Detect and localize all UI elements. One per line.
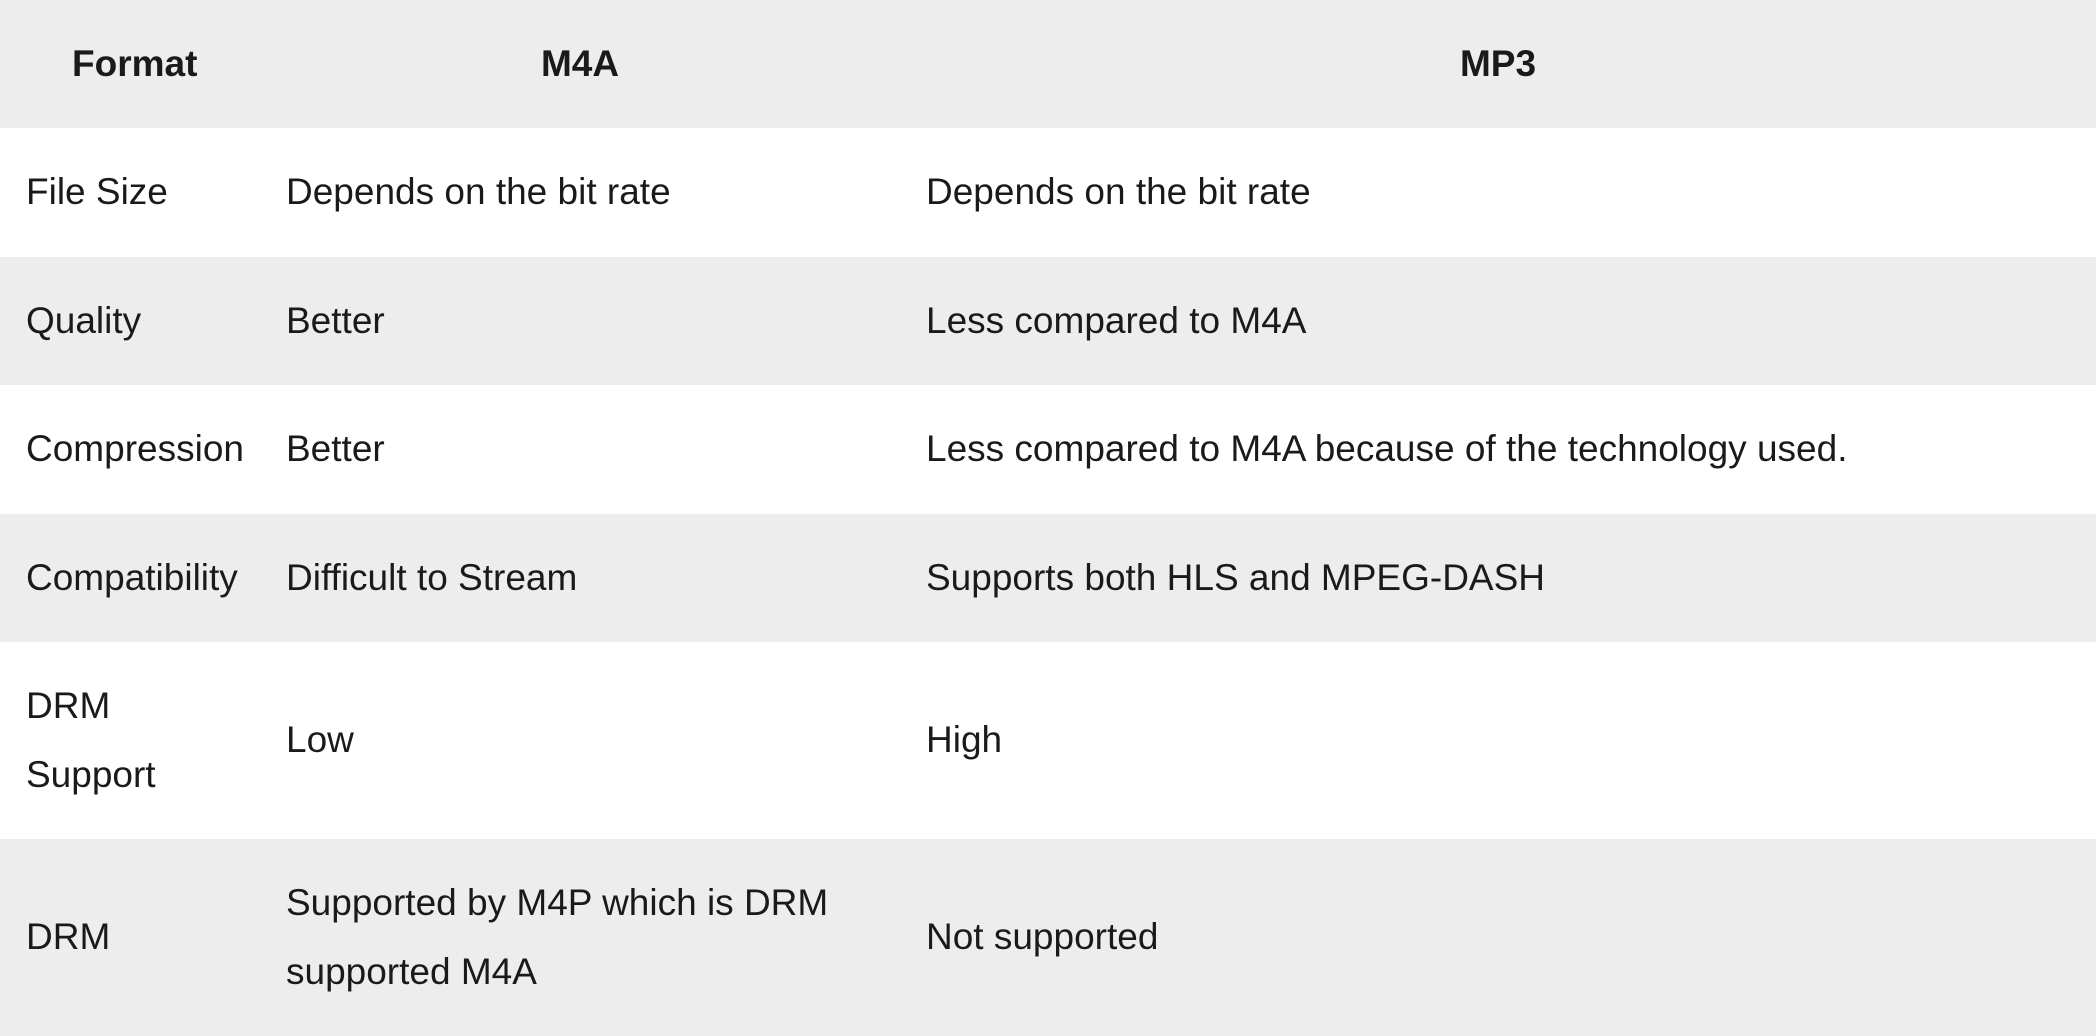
- table-row: File Size Depends on the bit rate Depend…: [0, 128, 2096, 256]
- row-label: Compatibility: [0, 514, 260, 642]
- table-header-row: Format M4A MP3: [0, 0, 2096, 128]
- table-row: DRM Supported by M4P which is DRM suppor…: [0, 839, 2096, 1036]
- row-label: DRM: [0, 839, 260, 1036]
- cell-mp3: High: [900, 642, 2096, 839]
- cell-m4a: Better: [260, 257, 900, 385]
- cell-m4a: Difficult to Stream: [260, 514, 900, 642]
- table-row: Compatibility Difficult to Stream Suppor…: [0, 514, 2096, 642]
- row-label: Compression: [0, 385, 260, 513]
- col-header-format: Format: [0, 0, 260, 128]
- cell-mp3: Supports both HLS and MPEG-DASH: [900, 514, 2096, 642]
- table-row: Quality Better Less compared to M4A: [0, 257, 2096, 385]
- cell-m4a: Low: [260, 642, 900, 839]
- col-header-m4a: M4A: [260, 0, 900, 128]
- cell-mp3: Not supported: [900, 839, 2096, 1036]
- cell-m4a: Better: [260, 385, 900, 513]
- row-label: DRM Support: [0, 642, 260, 839]
- row-label: File Size: [0, 128, 260, 256]
- cell-mp3: Less compared to M4A: [900, 257, 2096, 385]
- row-label: Quality: [0, 257, 260, 385]
- cell-mp3: Depends on the bit rate: [900, 128, 2096, 256]
- col-header-mp3: MP3: [900, 0, 2096, 128]
- table-row: Compression Better Less compared to M4A …: [0, 385, 2096, 513]
- cell-m4a: Depends on the bit rate: [260, 128, 900, 256]
- table-row: DRM Support Low High: [0, 642, 2096, 839]
- cell-mp3: Less compared to M4A because of the tech…: [900, 385, 2096, 513]
- cell-m4a: Supported by M4P which is DRM supported …: [260, 839, 900, 1036]
- comparison-table: Format M4A MP3 File Size Depends on the …: [0, 0, 2096, 1036]
